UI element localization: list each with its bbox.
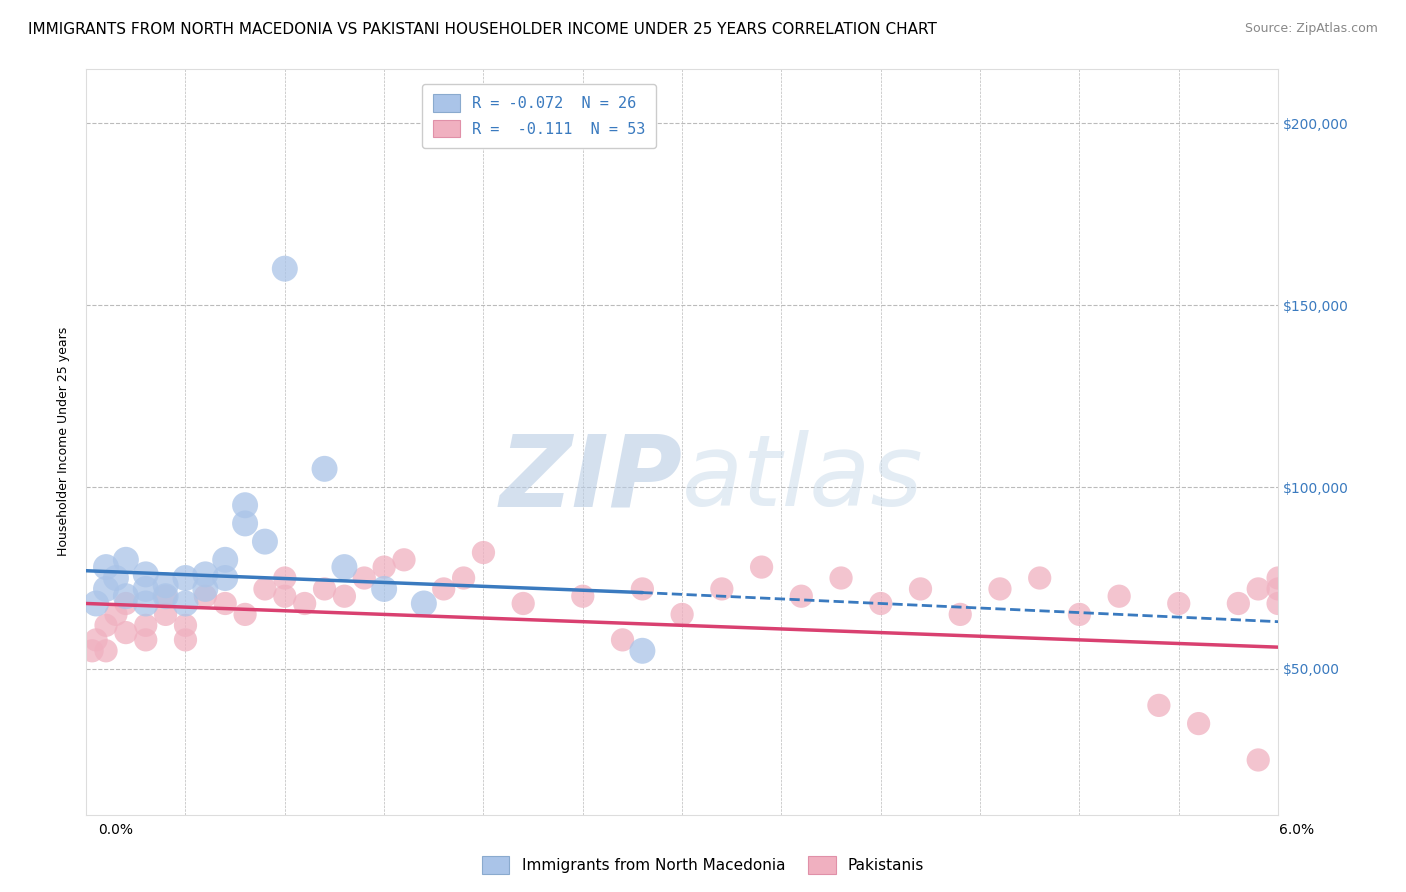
- Point: [135, 582, 157, 596]
- Point: [373, 560, 395, 574]
- Point: [988, 582, 1011, 596]
- Point: [1069, 607, 1091, 622]
- Point: [194, 582, 217, 596]
- Legend: Immigrants from North Macedonia, Pakistanis: Immigrants from North Macedonia, Pakista…: [475, 850, 931, 880]
- Point: [155, 589, 177, 603]
- Point: [174, 632, 197, 647]
- Point: [194, 589, 217, 603]
- Point: [233, 498, 256, 512]
- Point: [333, 560, 356, 574]
- Text: atlas: atlas: [682, 430, 924, 527]
- Point: [94, 560, 117, 574]
- Point: [392, 553, 415, 567]
- Point: [115, 597, 138, 611]
- Point: [333, 589, 356, 603]
- Point: [1267, 571, 1289, 585]
- Point: [155, 589, 177, 603]
- Point: [115, 625, 138, 640]
- Point: [949, 607, 972, 622]
- Point: [412, 597, 434, 611]
- Point: [214, 571, 236, 585]
- Point: [830, 571, 852, 585]
- Point: [294, 597, 316, 611]
- Point: [710, 582, 733, 596]
- Point: [353, 571, 375, 585]
- Point: [910, 582, 932, 596]
- Point: [174, 618, 197, 632]
- Text: 6.0%: 6.0%: [1279, 823, 1315, 837]
- Point: [314, 462, 336, 476]
- Point: [869, 597, 891, 611]
- Point: [115, 553, 138, 567]
- Point: [174, 571, 197, 585]
- Point: [253, 534, 276, 549]
- Point: [84, 597, 107, 611]
- Point: [233, 607, 256, 622]
- Point: [155, 607, 177, 622]
- Point: [433, 582, 456, 596]
- Point: [135, 567, 157, 582]
- Point: [135, 632, 157, 647]
- Point: [274, 589, 297, 603]
- Point: [104, 607, 127, 622]
- Point: [1028, 571, 1050, 585]
- Text: ZIP: ZIP: [499, 430, 682, 527]
- Text: 0.0%: 0.0%: [98, 823, 134, 837]
- Point: [751, 560, 773, 574]
- Point: [253, 582, 276, 596]
- Point: [572, 589, 595, 603]
- Point: [1247, 582, 1270, 596]
- Text: Source: ZipAtlas.com: Source: ZipAtlas.com: [1244, 22, 1378, 36]
- Point: [1147, 698, 1170, 713]
- Point: [631, 582, 654, 596]
- Point: [453, 571, 475, 585]
- Point: [612, 632, 634, 647]
- Point: [512, 597, 534, 611]
- Point: [1267, 597, 1289, 611]
- Point: [671, 607, 693, 622]
- Point: [174, 597, 197, 611]
- Point: [472, 545, 495, 559]
- Y-axis label: Householder Income Under 25 years: Householder Income Under 25 years: [58, 326, 70, 557]
- Point: [104, 571, 127, 585]
- Point: [84, 632, 107, 647]
- Point: [214, 597, 236, 611]
- Point: [135, 618, 157, 632]
- Point: [373, 582, 395, 596]
- Point: [194, 567, 217, 582]
- Point: [631, 644, 654, 658]
- Point: [790, 589, 813, 603]
- Legend: R = -0.072  N = 26, R =  -0.111  N = 53: R = -0.072 N = 26, R = -0.111 N = 53: [422, 84, 657, 148]
- Point: [1167, 597, 1189, 611]
- Point: [274, 571, 297, 585]
- Point: [214, 553, 236, 567]
- Point: [1227, 597, 1250, 611]
- Point: [135, 597, 157, 611]
- Point: [233, 516, 256, 531]
- Point: [1267, 582, 1289, 596]
- Point: [115, 589, 138, 603]
- Point: [1247, 753, 1270, 767]
- Point: [274, 261, 297, 276]
- Point: [1108, 589, 1130, 603]
- Point: [94, 582, 117, 596]
- Point: [94, 618, 117, 632]
- Point: [82, 644, 104, 658]
- Point: [155, 578, 177, 592]
- Point: [1188, 716, 1211, 731]
- Point: [94, 644, 117, 658]
- Point: [314, 582, 336, 596]
- Text: IMMIGRANTS FROM NORTH MACEDONIA VS PAKISTANI HOUSEHOLDER INCOME UNDER 25 YEARS C: IMMIGRANTS FROM NORTH MACEDONIA VS PAKIS…: [28, 22, 936, 37]
